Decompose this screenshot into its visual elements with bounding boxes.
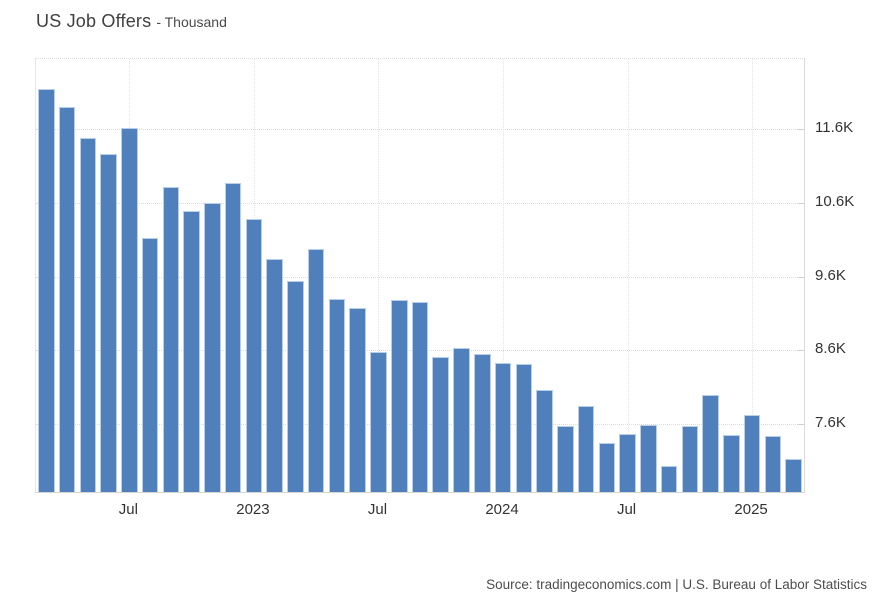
y-axis-tick-label: 10.6K: [815, 192, 855, 210]
bar[interactable]: [390, 300, 408, 492]
y-axis-tick-label: 7.6K: [815, 414, 846, 432]
bar[interactable]: [141, 238, 159, 492]
x-axis-tick-label: 2024: [485, 501, 519, 518]
bar[interactable]: [370, 351, 387, 492]
bar[interactable]: [536, 390, 553, 492]
bar[interactable]: [100, 154, 117, 492]
y-axis-tick: [798, 424, 804, 426]
bar[interactable]: [598, 443, 616, 492]
bar[interactable]: [785, 458, 802, 492]
bar[interactable]: [266, 258, 283, 492]
bar[interactable]: [702, 395, 719, 492]
bar[interactable]: [162, 187, 180, 492]
bar[interactable]: [743, 415, 761, 492]
y-axis-tick: [798, 202, 804, 204]
bar[interactable]: [619, 434, 636, 492]
bar[interactable]: [494, 362, 512, 492]
x-axis-tick-label: 2023: [236, 501, 270, 518]
x-axis-tick-label: Jul: [118, 501, 138, 518]
h-gridline: [36, 202, 804, 204]
bar[interactable]: [287, 281, 304, 492]
v-gridline: [503, 59, 505, 492]
y-axis-tick-label: 9.6K: [815, 266, 846, 284]
x-axis-tick-label: Jul: [616, 501, 637, 518]
bar[interactable]: [58, 106, 76, 492]
bar[interactable]: [38, 89, 55, 492]
y-axis-tick: [798, 350, 804, 352]
bar[interactable]: [183, 210, 200, 492]
bar[interactable]: [473, 354, 491, 492]
v-gridline: [627, 59, 629, 492]
chart-subtitle: - Thousand: [156, 14, 227, 30]
bar[interactable]: [640, 424, 657, 492]
bar[interactable]: [432, 357, 450, 492]
y-axis-tick-label: 11.6K: [815, 119, 854, 137]
bar[interactable]: [660, 466, 678, 492]
bar[interactable]: [307, 249, 325, 492]
bar[interactable]: [224, 182, 242, 492]
bar[interactable]: [79, 137, 97, 492]
bar[interactable]: [349, 308, 366, 492]
plot-area: [35, 58, 805, 493]
v-gridline: [378, 59, 380, 492]
v-gridline: [752, 59, 754, 492]
y-axis-tick-label: 8.6K: [815, 340, 846, 358]
bar[interactable]: [515, 364, 533, 492]
bar[interactable]: [328, 299, 346, 492]
source-attribution: Source: tradingeconomics.com | U.S. Bure…: [486, 577, 867, 592]
bar[interactable]: [204, 202, 221, 492]
bar[interactable]: [723, 435, 740, 492]
x-axis-tick-label: 2025: [734, 501, 768, 518]
chart-title: US Job Offers: [36, 11, 152, 31]
chart-header: US Job Offers - Thousand: [36, 11, 227, 32]
bar[interactable]: [577, 405, 595, 492]
bar[interactable]: [121, 127, 138, 492]
bar[interactable]: [681, 425, 699, 492]
y-axis-tick: [798, 129, 804, 131]
bar[interactable]: [245, 219, 263, 492]
bar[interactable]: [411, 302, 429, 492]
h-gridline: [36, 276, 804, 278]
h-gridline: [36, 129, 804, 131]
y-axis-tick: [798, 276, 804, 278]
bar[interactable]: [453, 348, 470, 492]
x-axis-tick-label: Jul: [367, 501, 388, 518]
bar[interactable]: [557, 426, 574, 492]
bar[interactable]: [764, 435, 782, 492]
